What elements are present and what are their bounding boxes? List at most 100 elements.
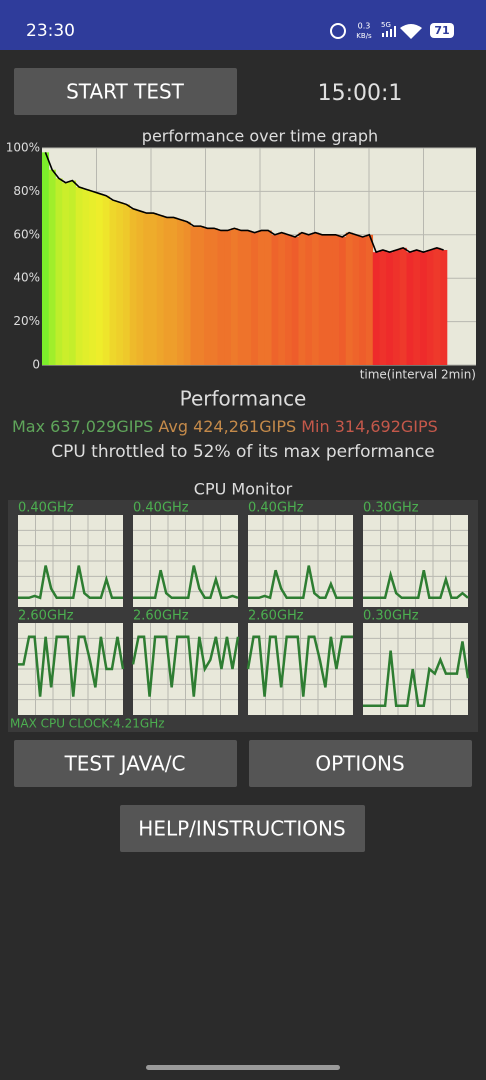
bar [102,195,110,365]
timer: 15:00:1 [318,81,403,106]
bar [291,236,299,365]
core-load-line [18,635,125,697]
max-stat: Max 637,029GIPS [12,417,153,436]
bar [69,180,77,365]
bar [399,247,407,365]
bar [89,191,97,365]
bar [318,234,326,365]
bar [325,234,333,365]
bar [332,234,340,365]
bar [190,226,198,365]
bar [177,219,185,365]
bar [210,228,218,365]
core-load-line [363,641,470,708]
bar [143,213,151,365]
bar [264,230,272,365]
button-label: TEST JAVA/C [64,752,186,776]
core-frequency: 0.40GHz [133,501,189,516]
bar [244,230,252,365]
core-frequency: 0.30GHz [363,609,419,624]
button-label: OPTIONS [315,752,404,776]
bar [129,208,137,365]
bar [156,215,164,365]
net-speed: 0.3 [358,22,371,31]
core-frequency: 2.60GHz [133,609,189,624]
core-load-line [248,565,353,600]
battery-level: 71 [434,24,449,37]
options-button[interactable] [249,740,472,787]
bar [386,252,394,365]
bar [197,226,205,365]
core-frequency: 0.30GHz [363,501,419,516]
core-load-line [131,635,240,697]
test-java-button[interactable] [14,740,237,787]
bar [366,234,374,365]
cpu-monitor-title: CPU Monitor [194,480,293,499]
bar [426,249,434,365]
avg-stat: Avg 424,261GIPS [158,417,296,436]
core-frequency: 0.40GHz [248,501,304,516]
net-speed-unit: KB/s [356,32,372,40]
bar [183,221,191,365]
bar [150,213,158,365]
home-indicator[interactable] [146,1065,340,1070]
y-tick-label: 80% [13,184,40,198]
battery-icon [430,23,454,38]
bar [406,252,414,365]
core-load-line [363,569,469,600]
bar [420,252,428,365]
start-test-button[interactable] [14,68,237,115]
core-load-line [18,565,123,600]
bar [42,152,50,365]
bar [305,234,313,365]
chart-title: performance over time graph [142,127,378,146]
bar [217,230,225,365]
bar [82,189,90,365]
bar [440,249,448,365]
bar [352,234,360,365]
bar [433,247,441,365]
y-tick-label: 100% [6,141,40,155]
speed-icon [330,23,346,39]
y-tick-label: 60% [13,227,40,241]
performance-heading: Performance [180,387,307,411]
wifi-icon [400,24,422,39]
bar [163,217,171,365]
bar [123,204,131,365]
bar [379,249,387,365]
bar [231,228,239,365]
bar [170,217,178,365]
bar [258,230,266,365]
bar [224,230,232,365]
bar [116,202,124,365]
status-bar [0,0,486,50]
bar [298,232,306,365]
core-frequency: 0.40GHz [18,501,74,516]
core-frequency: 2.60GHz [248,609,304,624]
core-load-line [246,635,353,697]
bar [55,178,63,365]
y-tick-label: 20% [13,314,40,328]
max-cpu-clock: MAX CPU CLOCK:4.21GHz [10,717,165,731]
y-tick-label: 0 [32,358,40,372]
bar [285,234,293,365]
y-tick-label: 40% [13,271,40,285]
x-axis-label: time(interval 2min) [360,368,476,382]
bar [109,200,117,365]
bar [372,252,380,365]
perf-stats: Max 637,029GIPS Avg 424,261GIPS Min 314,… [12,417,438,436]
bar [339,236,347,365]
clock: 23:30 [26,21,75,41]
bar [48,169,56,365]
bar [237,230,245,365]
core-frequency: 2.60GHz [18,609,74,624]
signal-icon [382,26,396,37]
bar [136,210,144,365]
bar [359,236,367,365]
button-label: HELP/INSTRUCTIONS [138,817,345,841]
bar [75,187,83,365]
help-button[interactable] [120,805,365,852]
bar [271,234,279,365]
network-type: 5G [381,21,391,29]
